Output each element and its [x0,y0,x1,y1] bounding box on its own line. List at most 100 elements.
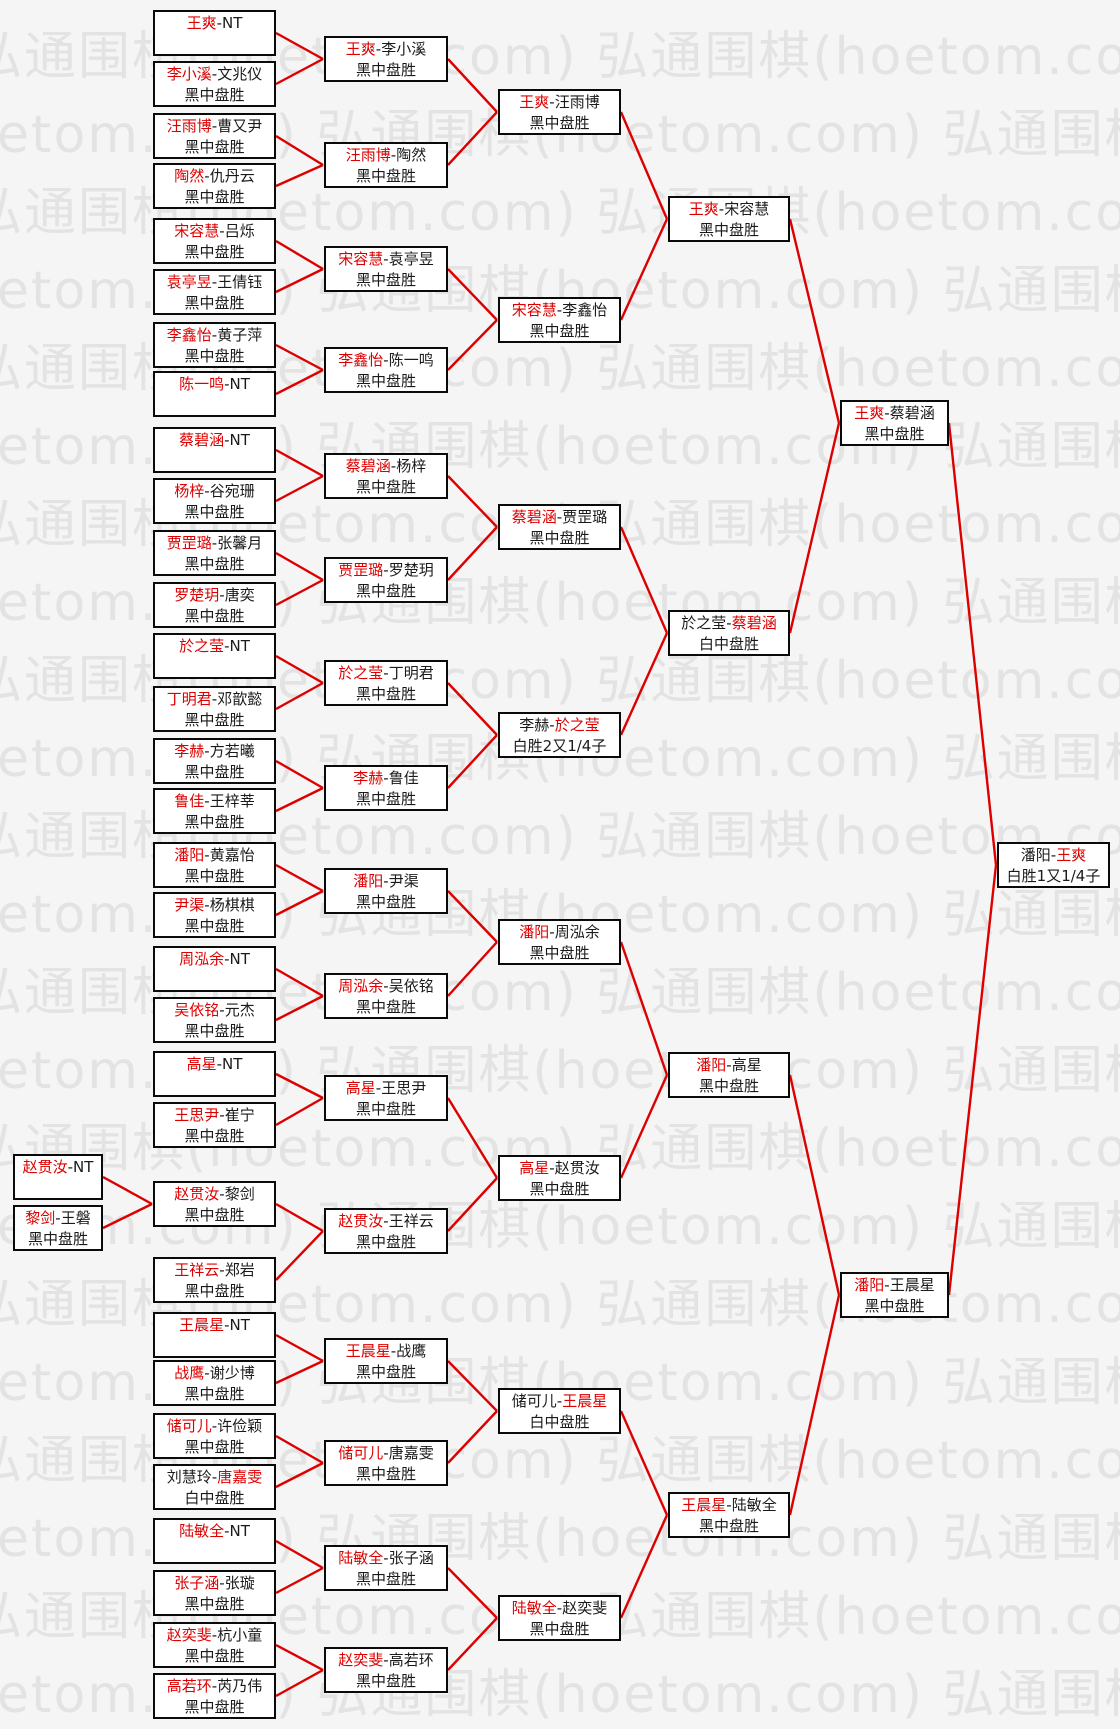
match-players: 罗楚玥-唐奕 [155,585,274,606]
connector-line [275,368,324,396]
connector-line [275,863,324,893]
players-separator: - [383,1549,389,1567]
player-name: 杨棋棋 [209,896,255,914]
connector-line [275,134,324,167]
match-players: 鲁佳-王梓莘 [155,791,274,812]
player-name: 黄子萍 [217,326,263,344]
match-box-A20: 吴依铭-元杰 黑中盘胜 [153,997,276,1043]
player-name: 潘阳 [174,846,205,864]
player-name: 文兆仪 [217,65,263,83]
player-name: 赵贯汝 [174,1185,220,1203]
match-players: 王晨星-NT [155,1315,274,1336]
players-separator: - [726,1056,732,1074]
match-box-A27: 储可儿-许俭颖 黑中盘胜 [153,1413,276,1459]
player-name: 高星 [519,1159,550,1177]
players-separator: - [204,1364,210,1382]
player-name: 郑岩 [224,1261,255,1279]
player-name: 於之莹 [338,664,384,682]
player-name: 王晨星 [345,1342,391,1360]
match-players: 陶然-仇丹云 [155,166,274,187]
player-name: NT [73,1158,94,1176]
connector-line [619,1410,669,1516]
match-result: 黑中盘胜 [698,1517,759,1535]
player-name: 潘阳 [696,1056,727,1074]
player-name: 鲁佳 [388,769,419,787]
connector-line [275,1359,324,1385]
player-name: 王思尹 [381,1079,427,1097]
player-name: 蔡碧涵 [345,457,391,475]
player-name: 潘阳 [1020,846,1051,864]
match-players: 袁亭昱-王倩钰 [155,272,274,293]
match-result: 黑中盘胜 [529,114,590,132]
match-box-B10: 周泓余-吴依铭 黑中盘胜 [324,973,448,1019]
players-separator: - [211,1626,218,1644]
player-name: 张璇 [224,1574,255,1592]
players-separator: - [219,1106,225,1124]
player-name: 陆敏全 [179,1522,225,1540]
match-result: 黑中盘胜 [529,1180,590,1198]
player-name: NT [229,1522,250,1540]
match-players: 王思尹-崔宁 [155,1105,274,1126]
match-result: 黑中盘胜 [355,1672,416,1690]
player-name: 李小溪 [381,40,427,58]
match-result: 黑中盘胜 [698,1077,759,1095]
connector-line [275,1643,324,1672]
connector-line [619,1074,669,1179]
match-players: 赵贯汝-王祥云 [326,1211,446,1232]
player-name: 吴依铭 [388,977,434,995]
match-players: 刘慧玲-唐嘉雯 [155,1467,274,1488]
players-separator: - [211,273,218,291]
players-separator: - [726,614,732,632]
match-box-A11: 贾罡璐-张馨月 黑中盘胜 [153,530,276,576]
match-box-A6: 袁亭昱-王倩钰 黑中盘胜 [153,269,276,315]
match-box-B13: 王晨星-战鹰 黑中盘胜 [324,1338,448,1384]
players-separator: - [383,561,389,579]
players-separator: - [224,431,230,449]
match-box-B7: 於之莹-丁明君 黑中盘胜 [324,660,448,706]
match-box-C2: 宋容慧-李鑫怡 黑中盘胜 [498,297,621,343]
match-players: 周泓余-吴依铭 [326,976,446,997]
connector-line [102,1175,153,1206]
connector-line [275,1202,324,1233]
players-separator: - [211,326,218,344]
match-players: 贾罡璐-罗楚玥 [326,560,446,581]
player-name: 方若曦 [209,742,255,760]
player-name: 唐奕 [224,586,255,604]
match-result: 黑中盘胜 [355,685,416,703]
connector-line [619,526,669,634]
player-name: 李赫 [519,716,550,734]
match-box-A7: 李鑫怡-黄子萍 黑中盘胜 [153,322,276,368]
connector-line [275,681,324,711]
player-name: 尹渠 [174,896,205,914]
player-name: 王爽 [519,93,550,111]
match-result: 黑中盘胜 [184,188,245,206]
player-name: 高若环 [388,1651,434,1669]
match-result: 白胜2又1/4子 [512,737,607,755]
connector-line [275,239,324,271]
match-box-F1: 潘阳-王爽 白胜1又1/4子 [997,842,1110,888]
match-box-C7: 储可儿-王晨星 白中盘胜 [498,1388,621,1434]
players-separator: - [224,950,230,968]
match-players: 周泓余-NT [155,949,274,970]
players-separator: - [390,457,397,475]
connector-line [619,218,669,321]
player-name: 陆敏全 [338,1549,384,1567]
player-name: 陆敏全 [731,1496,777,1514]
connector-line [447,111,498,166]
match-box-B2: 汪雨博-陶然 黑中盘胜 [324,142,448,188]
match-players: 李小溪-文兆仪 [155,64,274,85]
match-box-A18: 尹渠-杨棋棋 黑中盘胜 [153,892,276,938]
player-name: 潘阳 [854,1276,885,1294]
match-result: 黑中盘胜 [184,294,245,312]
player-name: 陆敏全 [511,1599,557,1617]
match-box-C5: 潘阳-周泓余 黑中盘胜 [498,919,621,965]
player-name: 王爽 [854,404,885,422]
players-separator: - [390,1342,397,1360]
connector-line [447,890,498,943]
match-players: 於之莹-蔡碧涵 [670,613,788,634]
match-result: 黑中盘胜 [184,503,245,521]
player-name: 储可儿 [511,1392,557,1410]
match-box-B9: 潘阳-尹渠 黑中盘胜 [324,868,448,914]
match-result: 黑中盘胜 [184,1385,245,1403]
match-players: 赵奕斐-杭小童 [155,1625,274,1646]
